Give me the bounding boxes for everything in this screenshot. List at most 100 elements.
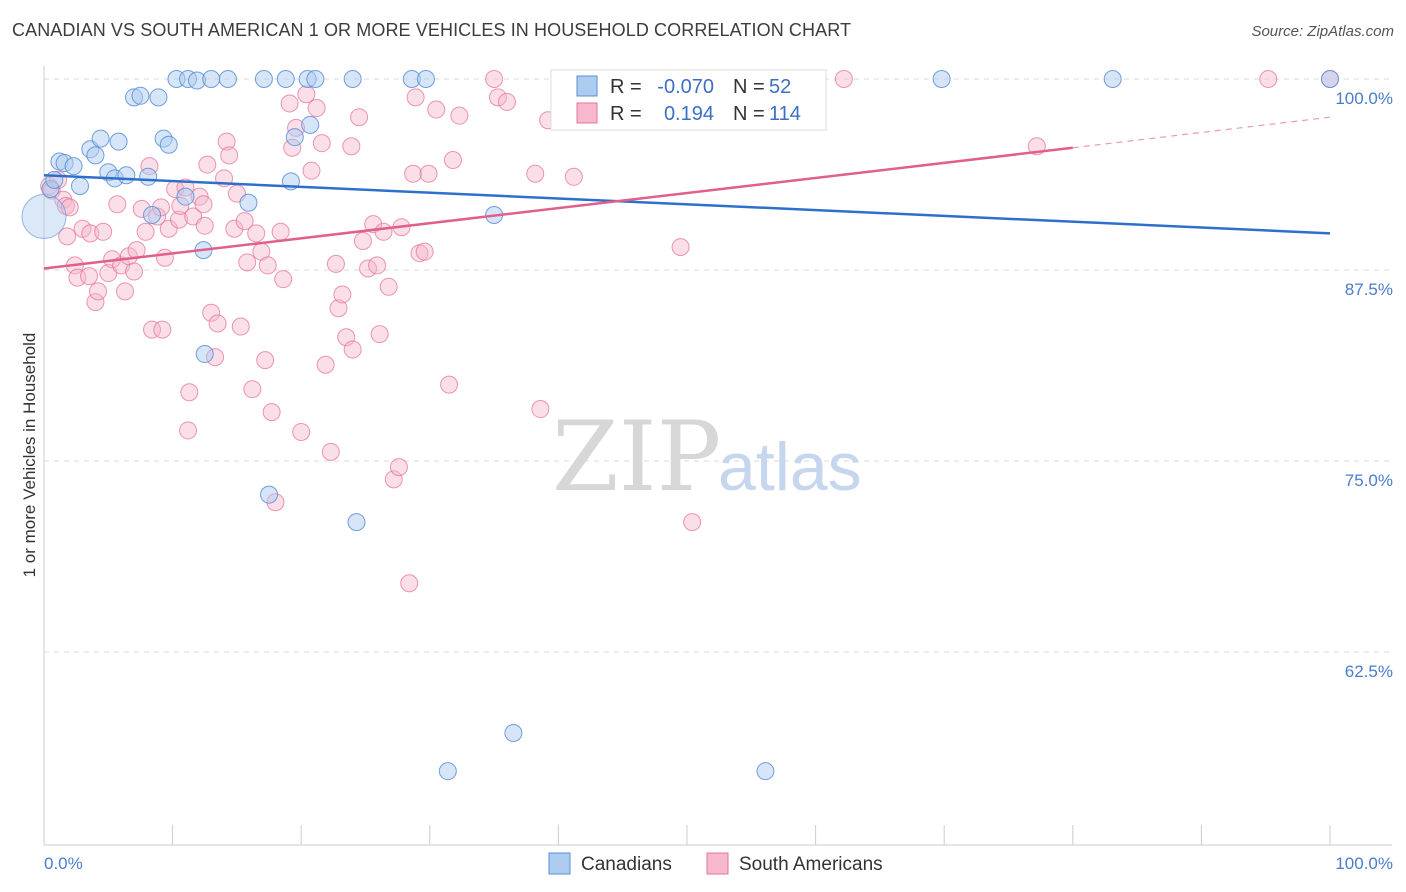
south-americans-point: [368, 256, 387, 275]
canadians-point: [117, 166, 136, 185]
x-tick-label: 100.0%: [1335, 854, 1393, 873]
south-americans-point: [316, 355, 335, 374]
south-americans-point: [208, 314, 227, 333]
canadians-point: [86, 146, 105, 165]
y-tick-label: 87.5%: [1345, 280, 1393, 299]
x-tick-label: 0.0%: [44, 854, 83, 873]
canadians-point: [285, 128, 304, 147]
south-americans-point: [350, 108, 369, 127]
canadians-point: [1103, 70, 1122, 88]
legend-n-label-canadians: N =: [733, 76, 765, 98]
legend-r-value-canadians: -0.070: [657, 76, 714, 98]
canadians-point: [143, 205, 162, 224]
y-tick-label: 62.5%: [1345, 662, 1393, 681]
canadians-point: [176, 187, 195, 206]
canadians-trend-line: [43, 174, 1331, 235]
canadians-point: [504, 723, 523, 742]
series-label-canadians: Canadians: [581, 854, 672, 875]
south-americans-point: [68, 268, 87, 287]
south-americans-point: [353, 231, 372, 250]
canadians-point: [347, 513, 366, 532]
south-americans-point: [202, 303, 221, 322]
south-americans-point: [159, 219, 178, 238]
south-americans-point: [155, 248, 174, 267]
south-americans-point: [271, 222, 290, 241]
correlation-legend: R = -0.070 N = 52 R = 0.194 N = 114: [550, 69, 827, 131]
legend-r-value-south-americans: 0.194: [664, 103, 714, 125]
south-americans-point: [406, 88, 425, 107]
south-americans-point: [94, 222, 113, 241]
canadians-point: [139, 167, 158, 186]
canadians-point: [159, 135, 178, 154]
legend-swatch-canadians: [576, 75, 598, 97]
south-americans-trend-line: [43, 146, 1073, 270]
south-americans-point: [343, 340, 362, 359]
south-americans-point: [379, 277, 398, 296]
canadians-point: [254, 70, 273, 88]
legend-r-label-south-americans: R =: [610, 103, 642, 125]
south-americans-point: [86, 293, 105, 312]
series-swatch-south-americans: [706, 852, 729, 875]
south-americans-point: [179, 421, 198, 440]
south-americans-point: [80, 267, 99, 286]
watermark-atlas: atlas: [718, 429, 862, 505]
south-americans-point: [153, 320, 172, 339]
south-americans-point: [329, 299, 348, 318]
south-americans-point: [400, 574, 419, 593]
canadians-point: [343, 70, 362, 88]
canadians-point: [239, 193, 258, 212]
south-americans-point: [256, 351, 275, 370]
south-americans-point: [497, 92, 516, 111]
south-americans-point: [89, 282, 108, 301]
south-americans-point: [526, 164, 545, 183]
south-americans-point: [274, 270, 293, 289]
south-americans-point: [321, 442, 340, 461]
south-americans-point: [389, 458, 408, 477]
series-swatch-canadians: [548, 852, 571, 875]
canadians-point: [109, 132, 128, 151]
canadians-point: [131, 86, 150, 105]
south-americans-point: [220, 146, 239, 165]
south-americans-point: [683, 513, 702, 532]
y-tick-label: 75.0%: [1345, 471, 1393, 490]
south-americans-point: [116, 282, 135, 301]
legend-n-value-south-americans: 114: [769, 103, 801, 125]
south-americans-point: [195, 216, 214, 235]
source-label: Source: ZipAtlas.com: [1251, 23, 1394, 40]
south-americans-point: [280, 94, 299, 113]
legend-n-value-canadians: 52: [769, 76, 791, 98]
south-americans-point: [58, 227, 77, 246]
trend-lines: [43, 116, 1331, 270]
south-americans-point: [292, 422, 311, 441]
watermark: ZIP atlas: [552, 401, 862, 513]
south-americans-point: [194, 195, 213, 214]
south-americans-point: [419, 164, 438, 183]
canadians-point: [71, 176, 90, 195]
south-americans-point: [235, 212, 254, 231]
watermark-zip: ZIP: [552, 401, 721, 513]
canadians-point: [218, 70, 237, 88]
canadians-point: [64, 157, 83, 176]
south-americans-point: [231, 317, 250, 336]
chart-title: CANADIAN VS SOUTH AMERICAN 1 OR MORE VEH…: [12, 20, 852, 40]
canadians-point: [91, 129, 110, 148]
canadians-point: [45, 170, 64, 189]
canadians-point: [932, 70, 951, 88]
south-americans-point: [488, 88, 507, 107]
canadians-point: [1321, 70, 1339, 88]
y-tick-label: 100.0%: [1335, 89, 1393, 108]
south-americans-point: [404, 164, 423, 183]
south-americans-point: [307, 99, 326, 118]
south-americans-point: [136, 222, 155, 241]
south-americans-point: [108, 195, 127, 214]
south-americans-point: [170, 210, 189, 229]
south-americans-point: [485, 70, 504, 88]
south-americans-point: [531, 400, 550, 419]
south-americans-point: [370, 325, 389, 344]
south-americans-point: [238, 253, 257, 272]
series-legend: Canadians South Americans: [548, 852, 883, 875]
gridlines: [44, 78, 1392, 653]
south-americans-point: [450, 106, 469, 125]
series-label-south-americans: South Americans: [739, 854, 883, 875]
